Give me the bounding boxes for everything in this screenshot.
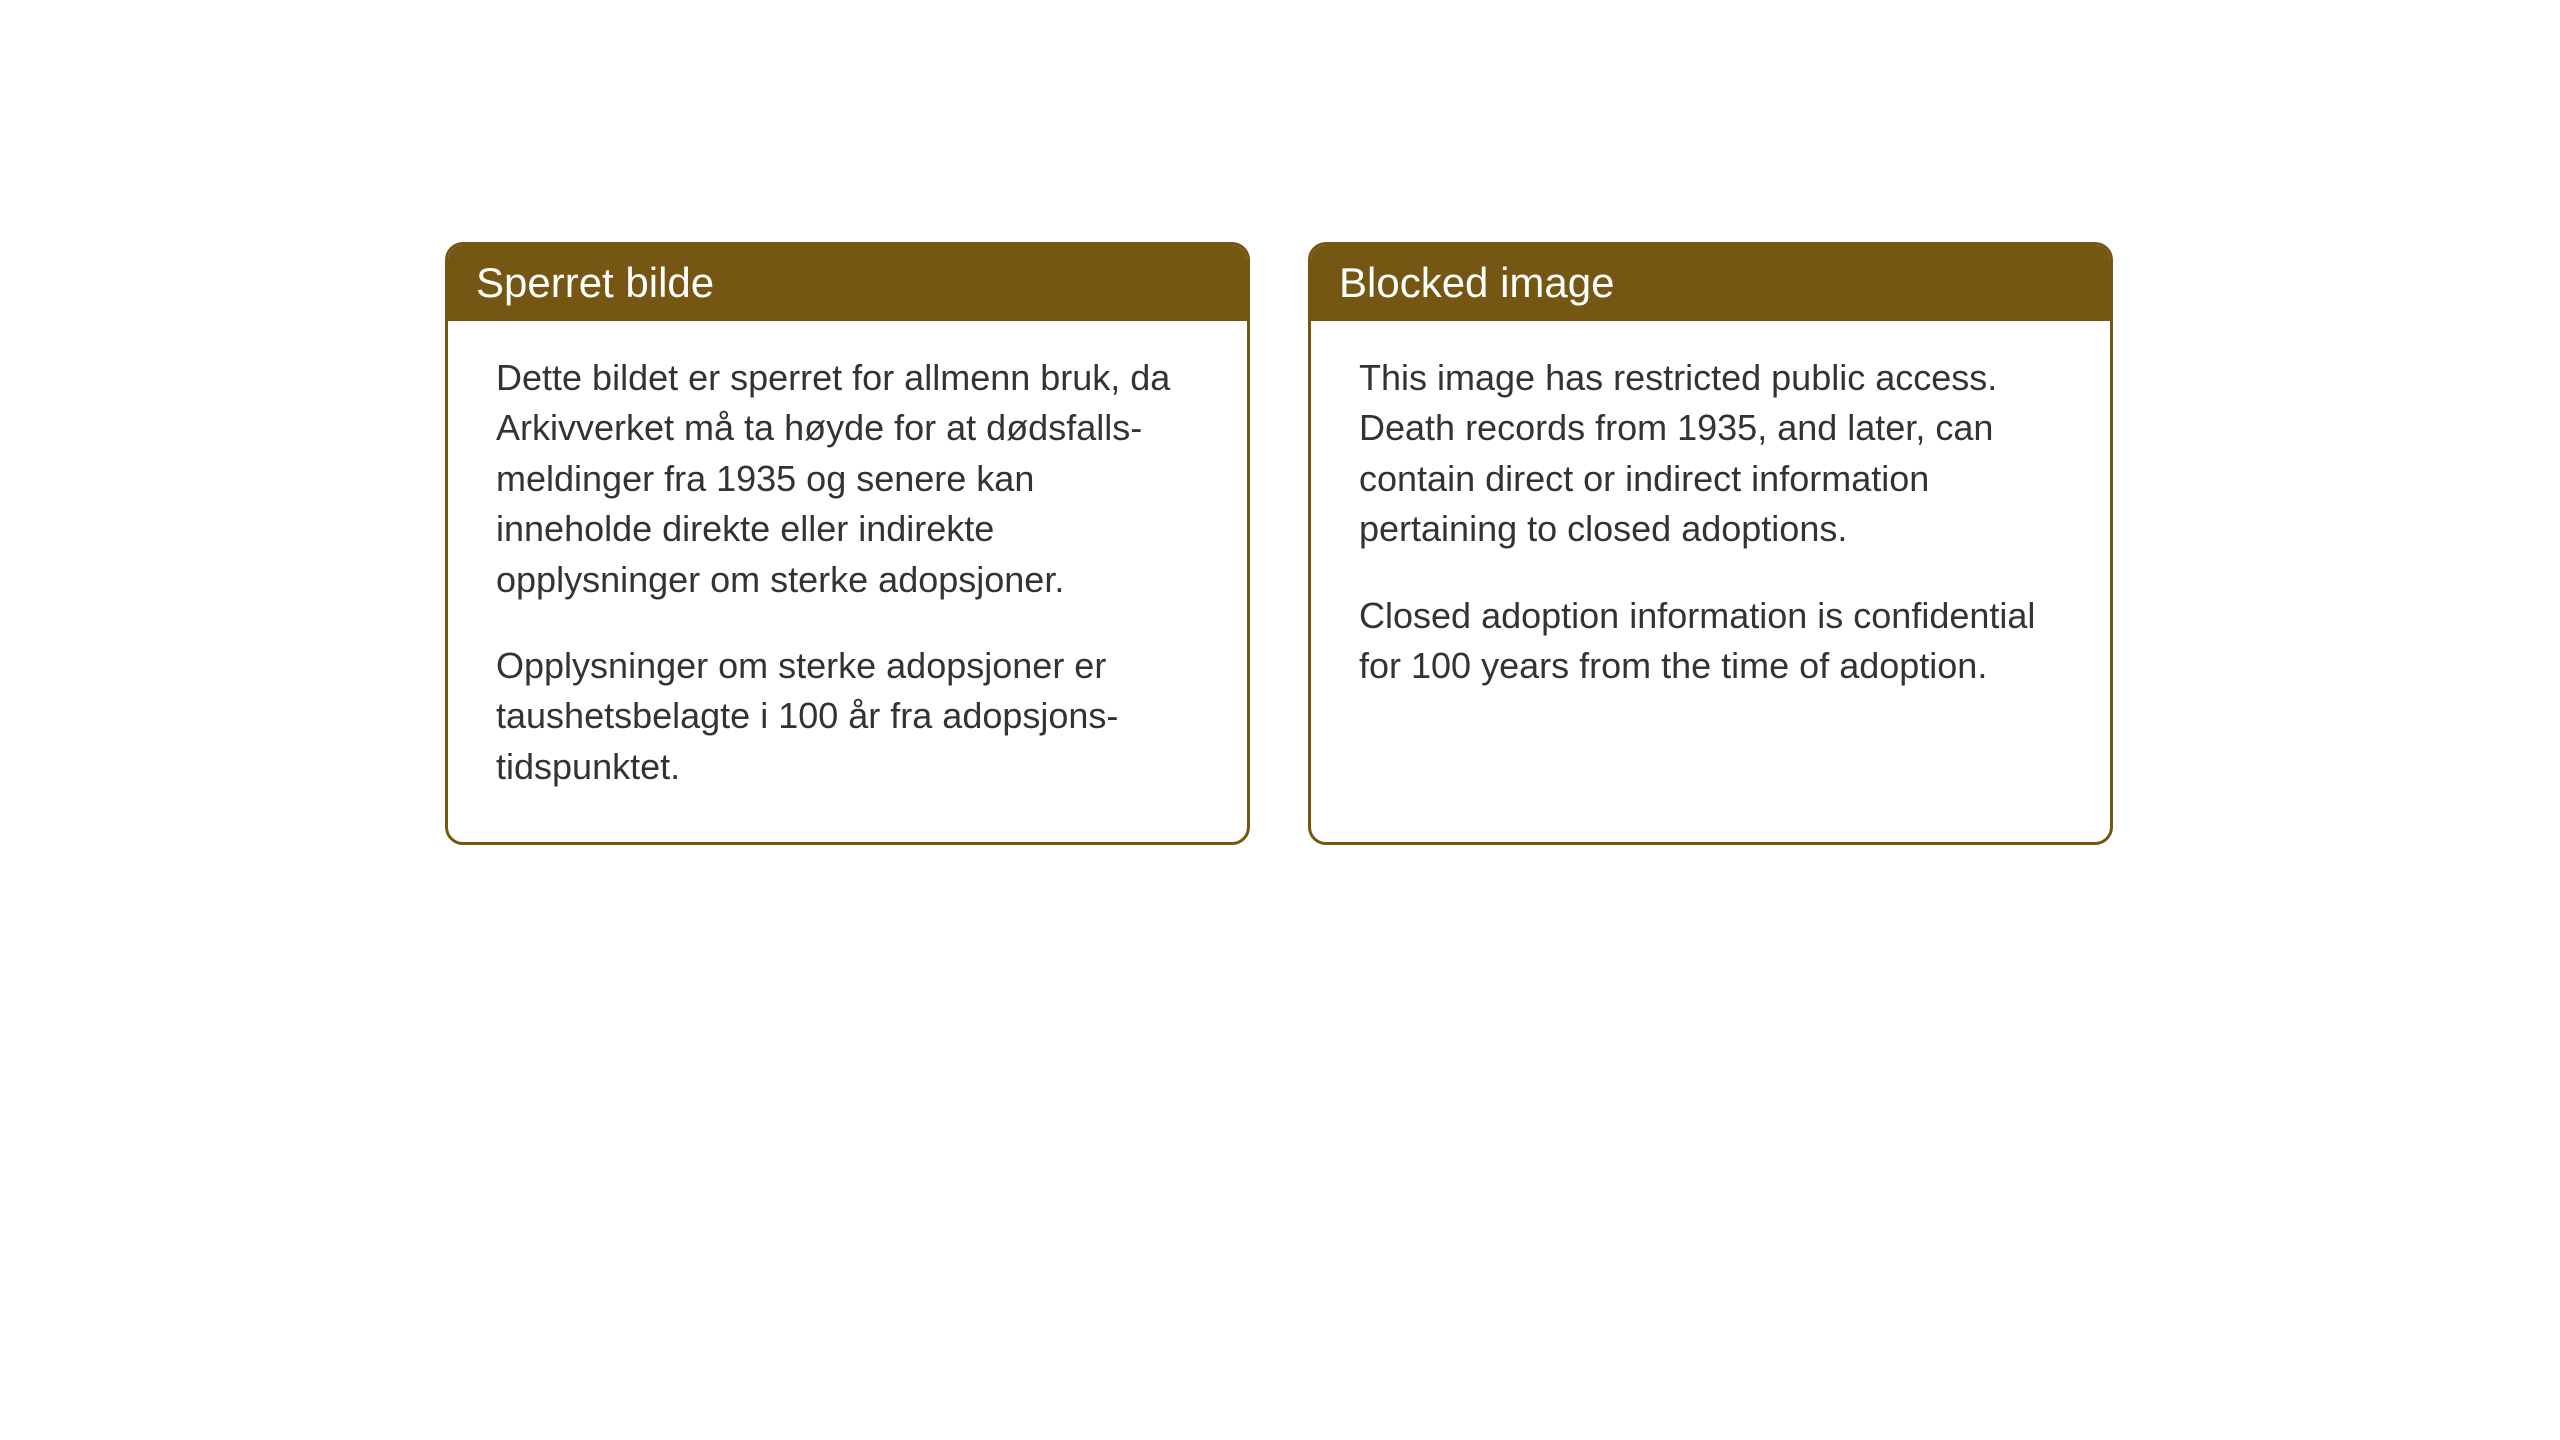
card-paragraph-2-english: Closed adoption information is confident… [1359, 591, 2062, 692]
blocked-image-card-norwegian: Sperret bilde Dette bildet er sperret fo… [445, 242, 1250, 845]
cards-container: Sperret bilde Dette bildet er sperret fo… [445, 242, 2113, 845]
card-paragraph-1-english: This image has restricted public access.… [1359, 353, 2062, 555]
card-title-english: Blocked image [1339, 259, 1614, 306]
card-body-english: This image has restricted public access.… [1311, 321, 2110, 741]
blocked-image-card-english: Blocked image This image has restricted … [1308, 242, 2113, 845]
card-header-norwegian: Sperret bilde [448, 245, 1247, 321]
card-title-norwegian: Sperret bilde [476, 259, 714, 306]
card-paragraph-1-norwegian: Dette bildet er sperret for allmenn bruk… [496, 353, 1199, 605]
card-paragraph-2-norwegian: Opplysninger om sterke adopsjoner er tau… [496, 641, 1199, 792]
card-header-english: Blocked image [1311, 245, 2110, 321]
card-body-norwegian: Dette bildet er sperret for allmenn bruk… [448, 321, 1247, 842]
